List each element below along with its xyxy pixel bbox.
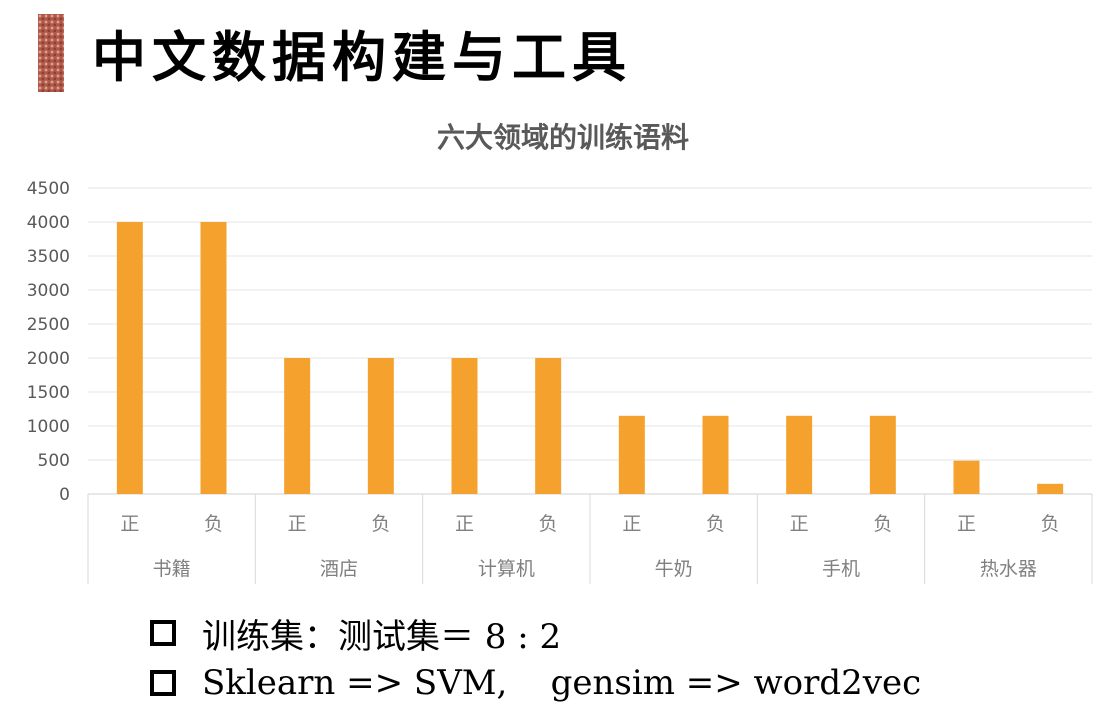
y-axis-tick-labels: 0 500 1000 1500 2000 2500 3000 3500 4000 4500 [27, 179, 70, 505]
y-tick-label: 2500 [27, 315, 70, 335]
bullet-item-split: 训练集：测试集＝ 8 : 2 [150, 608, 921, 658]
square-bullet-icon [150, 620, 176, 646]
y-tick-label: 1000 [27, 417, 70, 437]
y-tick-label: 4000 [27, 213, 70, 233]
bar [618, 415, 645, 494]
bar [953, 460, 980, 494]
x-subcategory-label: 负 [706, 513, 725, 535]
x-subcategory-label: 正 [455, 513, 474, 535]
bar [116, 222, 143, 494]
bar [1037, 483, 1064, 494]
x-subcategory-label: 负 [1041, 513, 1060, 535]
bar [451, 358, 478, 494]
x-group-label: 牛奶 [655, 558, 693, 580]
bar [786, 415, 813, 494]
y-tick-label: 3000 [27, 281, 70, 301]
bullet-text: Sklearn => SVM, gensim => word2vec [202, 663, 922, 703]
x-group-label: 书籍 [153, 558, 191, 580]
x-group-label: 手机 [822, 558, 860, 580]
x-group-label: 酒店 [320, 558, 358, 580]
y-tick-label: 500 [38, 451, 70, 471]
x-subcategory-label: 负 [204, 513, 223, 535]
bullet-item-tools: Sklearn => SVM, gensim => word2vec [150, 658, 921, 708]
bullet-text: 训练集：测试集＝ 8 : 2 [202, 616, 562, 657]
bar [284, 358, 311, 494]
bullet-list: 训练集：测试集＝ 8 : 2 Sklearn => SVM, gensim =>… [150, 608, 921, 708]
grid-lines [88, 187, 1092, 495]
y-tick-label: 3500 [27, 247, 70, 267]
bar [869, 415, 896, 494]
bars [116, 222, 1064, 494]
x-subcategory-label: 正 [622, 513, 641, 535]
x-subcategory-label: 正 [120, 513, 139, 535]
page-title: 中文数据构建与工具 [92, 25, 632, 89]
title-accent-block [38, 14, 64, 92]
x-group-label: 计算机 [478, 558, 535, 580]
y-tick-label: 2000 [27, 349, 70, 369]
x-subcategory-label: 正 [790, 513, 809, 535]
x-group-label: 热水器 [980, 558, 1037, 580]
y-tick-label: 1500 [27, 383, 70, 403]
chart-title: 六大领域的训练语料 [437, 121, 689, 154]
bar [535, 358, 562, 494]
x-subcategory-label: 负 [371, 513, 390, 535]
x-subcategory-label: 正 [957, 513, 976, 535]
x-subcategory-label: 负 [539, 513, 558, 535]
square-bullet-icon [150, 670, 176, 696]
y-tick-label: 4500 [27, 179, 70, 199]
x-subcategory-label: 正 [288, 513, 307, 535]
bar-chart: 六大领域的训练语料 0 500 1000 1500 2000 2500 3000 3500 40… [27, 121, 1093, 584]
bar [200, 222, 227, 494]
bar [367, 358, 394, 494]
bar [702, 415, 729, 494]
x-subcategory-label: 负 [873, 513, 892, 535]
y-tick-label: 0 [59, 485, 70, 505]
